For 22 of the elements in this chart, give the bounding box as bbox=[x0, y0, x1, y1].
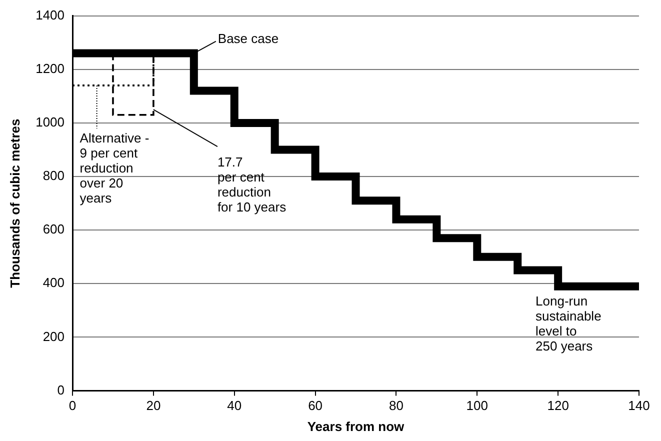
annotation: Long-run sustainable level to 250 years bbox=[536, 293, 602, 354]
x-axis-title: Years from now bbox=[307, 418, 406, 434]
x-tick-label: 120 bbox=[547, 398, 569, 414]
y-tick-label: 200 bbox=[42, 328, 65, 344]
y-axis-title: Thousands of cubic metres bbox=[7, 118, 22, 288]
annotation: Base case bbox=[218, 30, 279, 46]
y-tick-label: 800 bbox=[42, 168, 65, 184]
x-tick-label: 140 bbox=[628, 398, 650, 414]
x-tick-label: 100 bbox=[466, 398, 488, 414]
annotation: 17.7 per cent reduction for 10 years bbox=[217, 154, 287, 215]
x-tick-label: 80 bbox=[388, 398, 404, 414]
y-tick-label: 0 bbox=[57, 382, 65, 398]
x-tick-label: 60 bbox=[308, 398, 323, 414]
x-tick-label: 40 bbox=[227, 398, 242, 414]
annotation: Alternative - 9 per cent reduction over 20 years bbox=[80, 130, 150, 206]
y-tick-label: 1200 bbox=[36, 60, 65, 76]
x-tick-label: 0 bbox=[68, 398, 76, 414]
x-tick-label: 20 bbox=[146, 398, 161, 414]
y-tick-label: 600 bbox=[42, 222, 65, 237]
y-tick-label: 1000 bbox=[36, 114, 65, 130]
y-tick-label: 1400 bbox=[36, 7, 65, 22]
y-tick-label: 400 bbox=[42, 275, 65, 290]
